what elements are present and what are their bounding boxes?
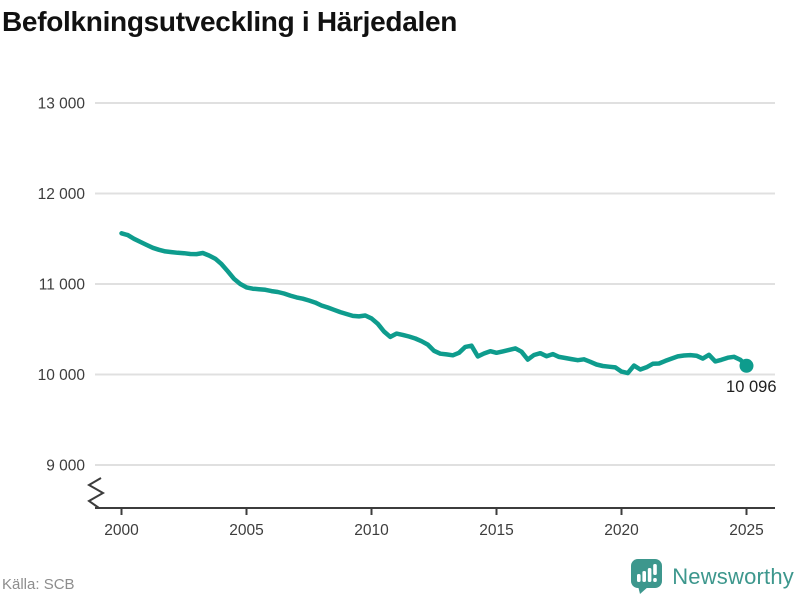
x-tick-label: 2020 (604, 522, 639, 539)
source-attribution: Källa: SCB (2, 576, 75, 593)
last-value-label: 10 096 (726, 378, 776, 396)
population-series-line (119, 231, 754, 376)
x-tick-label: 2000 (104, 522, 139, 539)
y-tick-label: 12 000 (38, 186, 86, 203)
y-tick-label: 11 000 (39, 277, 86, 294)
x-tick-label: 2015 (479, 522, 513, 539)
y-axis-break-icon (87, 477, 106, 509)
gridlines: 13 000 12 000 11 000 10 000 9 000 (38, 96, 775, 475)
population-line (119, 231, 749, 376)
x-axis: 2000 2005 2010 2015 2020 2025 (95, 507, 775, 539)
x-tick-label: 2010 (354, 522, 389, 539)
y-tick-label: 10 000 (38, 367, 86, 384)
x-tick-label: 2025 (729, 522, 763, 539)
last-value-dot (739, 358, 754, 373)
y-tick-label: 9 000 (46, 458, 85, 475)
newsworthy-logo: Newsworthy (630, 558, 794, 595)
y-tick-label: 13 000 (38, 96, 86, 113)
newsworthy-pin-icon (631, 559, 663, 594)
x-tick-label: 2005 (229, 522, 263, 539)
brand-name: Newsworthy (672, 563, 794, 589)
chart-title: Befolkningsutveckling i Härjedalen (2, 6, 458, 37)
